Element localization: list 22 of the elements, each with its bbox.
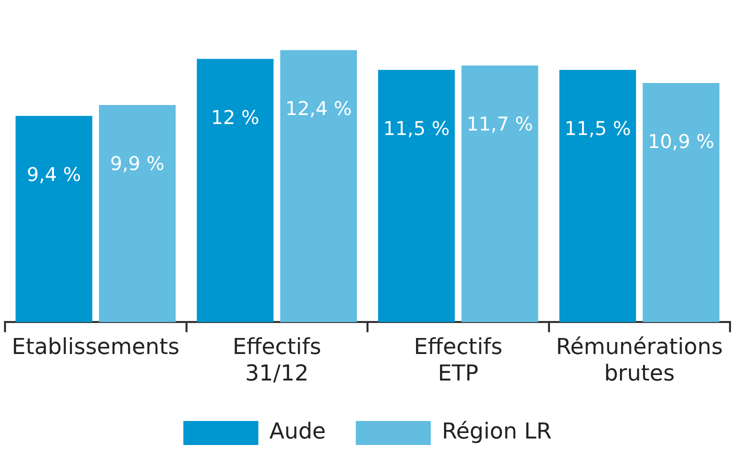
bar bbox=[559, 70, 636, 322]
x-tick-label: Effectifs 31/12 bbox=[232, 335, 322, 387]
data-label: 11,5 % bbox=[564, 118, 631, 140]
bar bbox=[461, 65, 538, 322]
bar bbox=[642, 83, 720, 322]
data-label: 10,9 % bbox=[648, 130, 714, 153]
data-label: 11,7 % bbox=[466, 113, 534, 136]
data-label: 12,4 % bbox=[285, 98, 352, 120]
x-tick-label: Etablissements bbox=[12, 335, 180, 360]
data-label: 11,5 % bbox=[383, 118, 450, 140]
legend-label: Aude bbox=[269, 420, 326, 445]
x-tick-label: Rémunérations brutes bbox=[556, 335, 723, 387]
bar bbox=[196, 58, 274, 322]
data-label: 9,9 % bbox=[110, 152, 164, 175]
bar bbox=[98, 104, 176, 322]
data-label: 12 % bbox=[211, 106, 260, 129]
bar bbox=[280, 50, 357, 322]
legend-label: Région LR bbox=[442, 420, 552, 445]
data-label: 9,4 % bbox=[26, 164, 82, 186]
bar bbox=[16, 116, 92, 322]
x-tick-label: Effectifs ETP bbox=[414, 335, 502, 387]
bar bbox=[378, 70, 455, 322]
